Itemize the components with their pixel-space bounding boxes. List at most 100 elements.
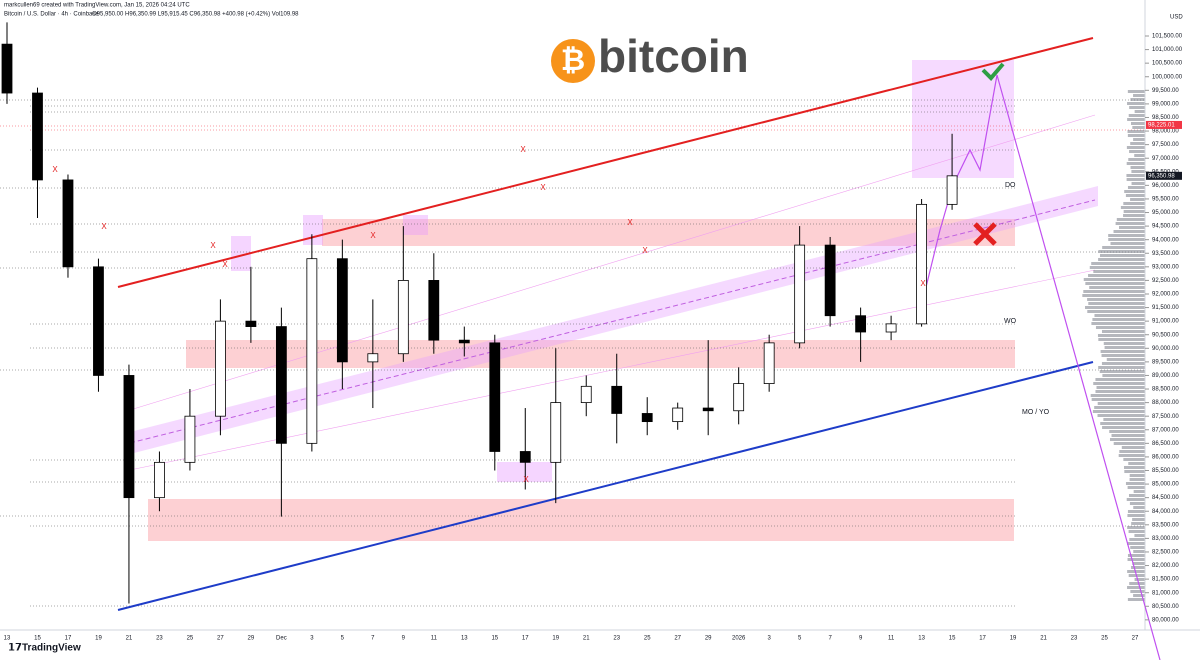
volume-profile-bar xyxy=(1091,262,1145,265)
volume-profile-bar xyxy=(1118,454,1145,457)
volume-profile-bar xyxy=(1133,138,1145,141)
candle-body xyxy=(489,342,501,452)
volume-profile-bar xyxy=(1109,430,1145,433)
volume-profile-bar xyxy=(1127,570,1145,573)
volume-profile-bar xyxy=(1128,158,1145,161)
volume-profile-bar xyxy=(1120,206,1145,209)
x-tick-label: 21 xyxy=(1040,636,1047,642)
candle-body xyxy=(32,92,43,181)
volume-profile-bar xyxy=(1130,122,1145,125)
x-tick-label: 19 xyxy=(552,636,559,642)
symbol-info: Bitcoin / U.S. Dollar · 4h · Coinbase xyxy=(4,12,99,18)
candle-body xyxy=(367,353,379,363)
volume-profile-bar xyxy=(1129,106,1145,109)
x-tick-label: 15 xyxy=(491,636,498,642)
volume-profile-bar xyxy=(1103,418,1145,421)
x-annotation: X xyxy=(627,218,633,227)
volume-profile-bar xyxy=(1088,302,1145,305)
candle-body xyxy=(1,43,13,94)
x-tick-label: 3 xyxy=(767,636,771,642)
candle-body xyxy=(184,415,196,463)
x-tick-label: 7 xyxy=(828,636,832,642)
volume-profile-bar xyxy=(1133,94,1145,97)
logo-symbol: ₿ xyxy=(561,44,585,77)
volume-profile-bar xyxy=(1123,210,1145,213)
volume-profile-bar xyxy=(1131,182,1145,185)
volume-profile-bar xyxy=(1097,414,1145,417)
volume-profile-bar xyxy=(1108,238,1145,241)
candle-body xyxy=(336,258,348,363)
candle-body xyxy=(824,244,836,317)
volume-profile-bar xyxy=(1127,586,1145,589)
volume-profile-bar xyxy=(1125,482,1145,485)
y-tick-label: 92,000.00 xyxy=(1152,292,1179,298)
volume-profile-bar xyxy=(1091,398,1145,401)
candle-body xyxy=(550,402,562,463)
volume-profile-bar xyxy=(1127,118,1145,121)
volume-profile-bar xyxy=(1133,506,1145,509)
candle-body xyxy=(855,315,867,333)
x-tick-label: 13 xyxy=(4,636,11,642)
y-tick-label: 101,000.00 xyxy=(1152,47,1183,53)
candle-body xyxy=(885,323,897,333)
volume-profile-bar xyxy=(1115,222,1145,225)
y-tick-label: 83,000.00 xyxy=(1152,536,1179,542)
price-label: 96,350.98 xyxy=(1148,173,1175,179)
x-tick-label: Dec xyxy=(276,636,287,642)
channel-thin xyxy=(129,114,1096,411)
candle-body xyxy=(794,244,806,344)
y-tick-label: 85,000.00 xyxy=(1152,482,1179,488)
highlight-zone xyxy=(303,215,323,245)
x-tick-label: 23 xyxy=(156,636,163,642)
volume-profile-bar xyxy=(1108,234,1145,237)
volume-profile-bar xyxy=(1099,370,1145,373)
volume-profile-bar xyxy=(1128,114,1145,117)
channel-band xyxy=(130,186,1098,454)
x-annotation: X xyxy=(370,231,376,240)
x-tick-label: 11 xyxy=(888,636,895,642)
volume-profile-bar xyxy=(1096,386,1145,389)
x-tick-label: 7 xyxy=(371,636,375,642)
y-tick-label: 100,500.00 xyxy=(1152,61,1183,67)
volume-profile-bar xyxy=(1082,294,1145,297)
volume-profile-bar xyxy=(1094,406,1145,409)
highlight-zone xyxy=(497,462,552,482)
volume-profile-bar xyxy=(1121,446,1145,449)
volume-profile-bar xyxy=(1097,334,1145,337)
level-label: DO xyxy=(1005,182,1016,189)
x-tick-label: 27 xyxy=(674,636,681,642)
x-tick-label: 29 xyxy=(705,636,712,642)
volume-profile-bar xyxy=(1093,270,1145,273)
y-tick-label: 95,000.00 xyxy=(1152,210,1179,216)
support-zone xyxy=(148,499,1014,541)
candle-body xyxy=(306,258,318,444)
volume-profile-bar xyxy=(1100,350,1145,353)
big-x-mark xyxy=(973,222,997,246)
volume-profile-bar xyxy=(1127,526,1145,529)
x-tick-label: 13 xyxy=(461,636,468,642)
volume-profile-bar xyxy=(1127,130,1145,133)
volume-profile-bar xyxy=(1129,538,1145,541)
x-annotation: X xyxy=(520,145,526,154)
volume-profile-bar xyxy=(1124,190,1145,193)
footer-brand: TradingView xyxy=(22,643,81,654)
volume-profile-bar xyxy=(1128,530,1145,533)
volume-profile-bar xyxy=(1130,142,1145,145)
candle-body xyxy=(672,407,684,423)
support-line xyxy=(117,361,1094,611)
volume-profile-bar xyxy=(1088,274,1145,277)
volume-profile-bar xyxy=(1131,522,1145,525)
volume-profile-bar xyxy=(1099,254,1145,257)
y-tick-label: 86,500.00 xyxy=(1152,441,1179,447)
candle-body xyxy=(733,383,745,412)
x-tick-label: 5 xyxy=(341,636,345,642)
x-tick-label: 17 xyxy=(979,636,986,642)
volume-profile-bar xyxy=(1130,546,1145,549)
volume-profile-bar xyxy=(1127,90,1145,93)
y-tick-label: 86,000.00 xyxy=(1152,454,1179,460)
volume-profile-bar xyxy=(1085,306,1145,309)
candle-body xyxy=(245,320,257,327)
volume-profile-bar xyxy=(1089,266,1145,269)
candle-body xyxy=(275,326,287,444)
